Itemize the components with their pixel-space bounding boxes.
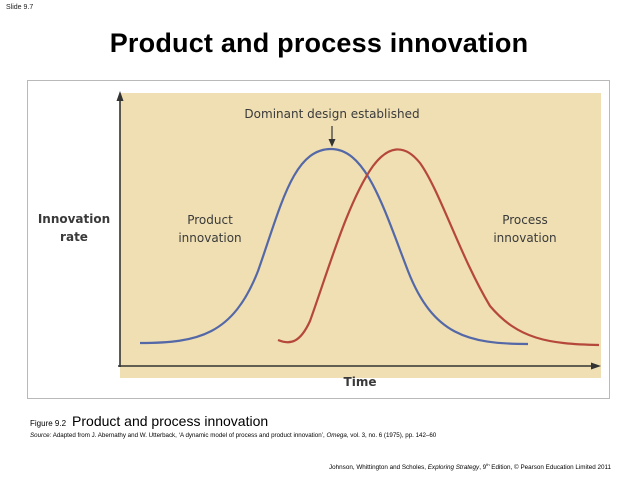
credit-edition-pre: , 9 [479, 464, 487, 472]
figure-source: Source: Adapted from J. Abernathy and W.… [30, 432, 436, 439]
figure-caption-title: Product and process innovation [72, 413, 269, 429]
source-tail: , vol. 3, no. 6 (1975), pp. 142–60 [346, 432, 437, 439]
y-axis-arrow-icon [116, 91, 124, 101]
innovation-diagram: Dominant design established Innovation r… [38, 91, 601, 389]
x-axis-arrow-icon [591, 362, 601, 370]
process-label-line2: innovation [493, 231, 556, 245]
product-label-line1: Product [187, 213, 233, 227]
slide-number: Slide 9.7 [6, 4, 34, 11]
figure-number: Figure 9.2 [30, 419, 67, 428]
y-axis-label-line2: rate [60, 230, 88, 244]
credit-edition-sup: th [486, 462, 490, 467]
slide-title: Product and process innovation [109, 28, 529, 58]
y-axis-label-line1: Innovation [38, 212, 110, 226]
figure-panel: Dominant design established Innovation r… [27, 80, 610, 399]
credit-book: Exploring Strategy [427, 464, 480, 472]
x-axis-label: Time [344, 375, 377, 389]
figure-caption: Figure 9.2 Product and process innovation [30, 413, 268, 429]
credit-edition-post: Edition, © Pearson Education Limited 201… [489, 464, 611, 472]
dominant-design-annotation: Dominant design established [244, 107, 419, 121]
source-text: Adapted from J. Abernathy and W. Utterba… [51, 432, 327, 439]
credit-authors: Johnson, Whittington and Scholes, [329, 464, 428, 472]
product-innovation-curve [139, 147, 529, 346]
process-innovation-curve [277, 148, 600, 347]
product-label-line2: innovation [178, 231, 241, 245]
process-label-line1: Process [502, 213, 548, 227]
copyright-credit: Johnson, Whittington and Scholes, Explor… [329, 462, 611, 471]
annotation-arrow-icon [328, 139, 336, 147]
source-journal: Omega [326, 432, 347, 439]
source-label: Source: [30, 432, 52, 439]
